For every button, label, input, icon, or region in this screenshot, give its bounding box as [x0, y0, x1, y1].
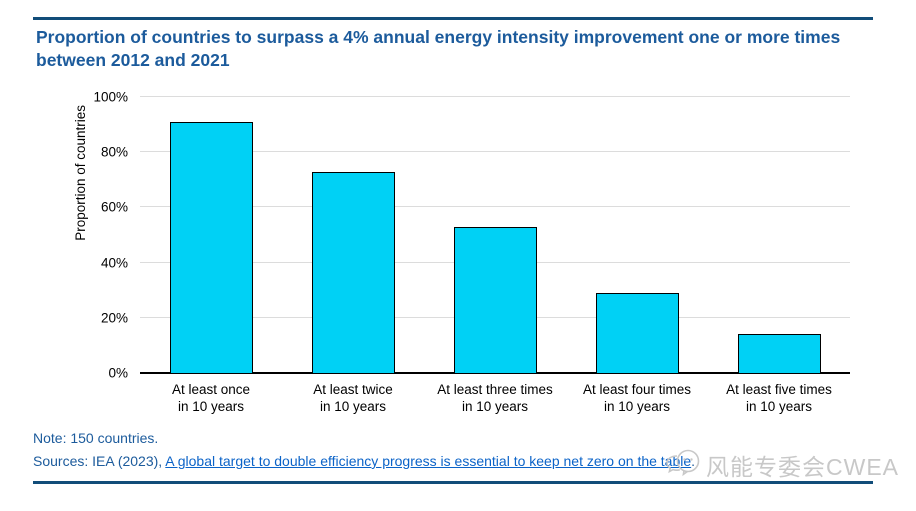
bars-container — [140, 97, 850, 373]
y-tick-label: 60% — [100, 199, 128, 215]
sources-text: Sources: IEA (2023), A global target to … — [33, 453, 695, 469]
note-text: Note: 150 countries. — [33, 430, 159, 446]
source-link[interactable]: A global target to double efficiency pro… — [165, 453, 692, 469]
plot-area: Proportion of countries At least once in… — [73, 90, 850, 414]
chat-bubbles-icon — [664, 446, 704, 483]
top-divider-rule — [33, 17, 873, 20]
gridline — [140, 96, 850, 97]
x-tick-label: At least three times in 10 years — [437, 382, 553, 414]
gridline — [140, 206, 850, 208]
x-axis-labels: At least once in 10 years At least twice … — [140, 381, 850, 415]
gridline — [140, 151, 850, 153]
bar-slot — [424, 97, 566, 373]
bar-slot — [282, 97, 424, 373]
y-axis-label: Proportion of countries — [73, 104, 88, 241]
bar-slot — [140, 97, 282, 373]
y-tick-label: 100% — [93, 89, 128, 105]
bottom-divider-rule — [33, 481, 873, 484]
bar-slot — [566, 97, 708, 373]
sources-suffix: . — [691, 453, 696, 469]
x-tick-label: At least twice in 10 years — [313, 382, 393, 414]
y-tick-label: 40% — [100, 255, 128, 271]
x-axis-line — [140, 372, 850, 374]
bar-3 — [453, 226, 537, 373]
watermark: 风能专委会CWEA — [664, 446, 899, 483]
x-tick-label: At least five times in 10 years — [726, 382, 832, 414]
bar-slot — [708, 97, 850, 373]
y-tick-label: 80% — [100, 144, 128, 160]
bar-1 — [169, 121, 253, 373]
bar-5 — [737, 334, 821, 373]
bar-4 — [595, 292, 679, 373]
watermark-text: 风能专委会CWEA — [706, 453, 899, 480]
y-tick-label: 20% — [100, 310, 128, 326]
chart-title: Proportion of countries to surpass a 4% … — [36, 27, 841, 70]
y-tick-label: 0% — [108, 365, 128, 381]
x-tick-label: At least once in 10 years — [171, 382, 251, 414]
x-tick-label: At least four times in 10 years — [582, 382, 692, 414]
bar-2 — [311, 171, 395, 373]
sources-prefix: Sources: IEA (2023), — [33, 453, 166, 469]
